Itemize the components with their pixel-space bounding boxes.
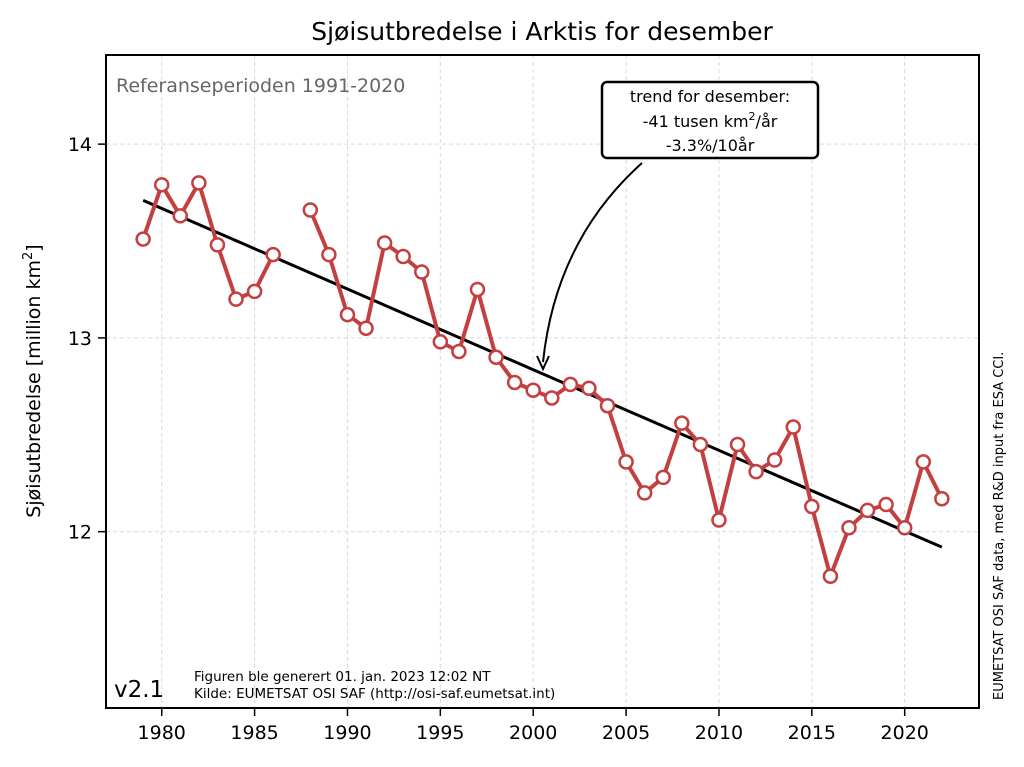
data-point: [339, 306, 356, 323]
trend-annotation-line2-text: -41 tusen km: [643, 112, 749, 131]
data-point: [265, 246, 281, 263]
y-axis-label-superscript: 2: [21, 252, 36, 260]
data-point: [153, 177, 170, 193]
data-point: [655, 469, 671, 486]
trend-annotation-superscript: 2: [749, 110, 756, 123]
data-point: [896, 520, 913, 536]
plot-frame: [105, 54, 980, 709]
trend-arrow-head: [536, 355, 550, 372]
series-line: [141, 180, 275, 302]
data-point: [636, 485, 653, 501]
data-point: [488, 349, 504, 366]
data-point: [618, 454, 634, 470]
data-point: [822, 568, 839, 584]
data-point: [599, 397, 616, 414]
data-point: [766, 452, 783, 468]
side-credit: EUMETSAT OSI SAF data, med R&D input fra…: [992, 352, 1007, 700]
reference-period-label: Referanseperioden 1991-2020: [116, 75, 405, 97]
data-point: [878, 496, 894, 513]
x-tick-label: 1980: [138, 722, 186, 744]
x-tick-label: 2020: [881, 722, 929, 744]
data-point: [228, 291, 244, 307]
x-tick-label: 1985: [230, 722, 278, 744]
data-point: [674, 415, 690, 431]
y-axis-label: Sjøisutbredelse [million km2]: [21, 244, 45, 517]
data-point: [191, 175, 207, 191]
x-tick-label: 2000: [509, 722, 557, 744]
data-point: [302, 202, 319, 218]
data-point: [525, 382, 541, 398]
trend-annotation-box: [600, 80, 820, 160]
data-point: [135, 231, 151, 247]
x-tick-label: 1995: [416, 722, 464, 744]
y-axis-label-suffix: ]: [23, 244, 45, 251]
data-point: [581, 380, 597, 397]
x-tick-label: 1990: [323, 722, 371, 744]
source-note: Kilde: EUMETSAT OSI SAF (http://osi-saf.…: [194, 686, 555, 702]
data-point: [915, 454, 932, 470]
x-tick-label: 2005: [602, 722, 650, 744]
version-label: v2.1: [114, 677, 164, 703]
data-point: [432, 334, 449, 350]
grid: [106, 55, 979, 708]
y-tick-label: 13: [68, 328, 92, 350]
y-axis-label-text: Sjøisutbredelse [million km: [23, 260, 45, 518]
data-point: [544, 390, 560, 406]
trend-line: [142, 198, 943, 549]
data-point: [506, 374, 523, 391]
data-point: [321, 246, 337, 263]
y-axis: 12 13 14: [68, 134, 106, 544]
trend-annotation-line2: -41 tusen km2/år: [643, 110, 778, 131]
data-point: [395, 248, 411, 265]
trend-arrow: [542, 162, 643, 363]
y-tick-label: 12: [68, 522, 92, 544]
data-point: [562, 376, 579, 393]
y-tick-label: 14: [68, 134, 92, 156]
data-point: [469, 281, 486, 298]
x-tick-label: 2010: [695, 722, 743, 744]
data-point: [804, 498, 820, 515]
data-point: [748, 463, 764, 480]
data-point: [414, 264, 430, 280]
data-point: [172, 208, 189, 224]
chart-title: Sjøisutbredelse i Arktis for desember: [311, 17, 773, 46]
data-point: [711, 512, 727, 528]
data-point: [358, 320, 374, 336]
trend-annotation-line2-unit: /år: [756, 112, 778, 131]
data-point: [934, 490, 950, 507]
data-point: [729, 436, 746, 453]
data-point: [376, 235, 393, 251]
data-series: [135, 175, 950, 584]
data-point: [785, 419, 802, 435]
data-point: [692, 436, 709, 453]
data-point: [841, 520, 857, 536]
data-point: [246, 283, 263, 300]
data-point: [451, 343, 467, 360]
data-point: [209, 237, 226, 253]
data-point: [859, 502, 876, 519]
trend-annotation-line3: -3.3%/10år: [666, 136, 755, 155]
generated-note: Figuren ble generert 01. jan. 2023 12:02…: [194, 669, 491, 685]
x-axis: 1980 1985 1990 1995 2000 2005 2010 2015 2020: [138, 708, 929, 744]
trend-annotation-line1: trend for desember:: [630, 87, 790, 106]
x-tick-label: 2015: [788, 722, 836, 744]
